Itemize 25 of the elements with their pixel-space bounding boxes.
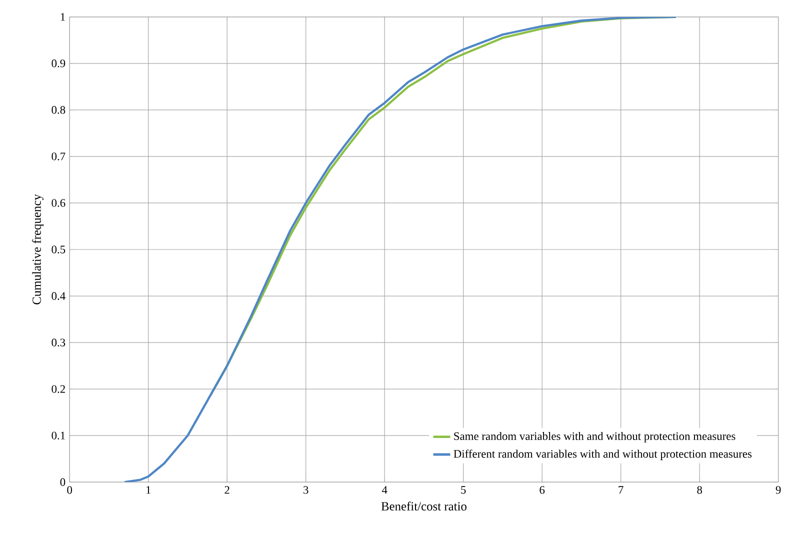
x-tick-label: 6 (540, 486, 545, 494)
legend-label: Different random variables with and without protection measures (454, 450, 752, 460)
x-tick-label: 4 (382, 486, 388, 494)
legend-label: Same random variables with and without protection measures (454, 432, 736, 442)
x-tick-label: 5 (461, 486, 466, 494)
y-tick-label: 0.6 (52, 199, 66, 207)
y-tick-label: 0.5 (52, 246, 66, 254)
y-tick-label: 0.8 (52, 106, 66, 114)
y-axis-title: Cumulative frequency (32, 194, 44, 304)
y-tick-label: 0.9 (52, 60, 66, 68)
x-tick-label: 7 (618, 486, 624, 494)
x-axis-title: Benefit/cost ratio (381, 502, 466, 511)
y-tick-label: 1 (60, 13, 65, 21)
x-tick-label: 0 (67, 486, 72, 494)
y-tick-label: 0.1 (52, 432, 65, 440)
y-tick-label: 0.2 (52, 385, 65, 394)
y-tick-label: 0.4 (52, 292, 66, 300)
y-tick-label: 0 (60, 478, 66, 486)
x-tick-label: 3 (304, 486, 308, 494)
y-tick-label: 0.3 (52, 338, 66, 347)
y-tick-label: 0.7 (52, 152, 66, 160)
x-tick-label: 1 (146, 486, 151, 494)
x-tick-label: 9 (776, 486, 781, 494)
x-tick-label: 8 (697, 486, 702, 494)
x-tick-label: 2 (224, 486, 230, 494)
